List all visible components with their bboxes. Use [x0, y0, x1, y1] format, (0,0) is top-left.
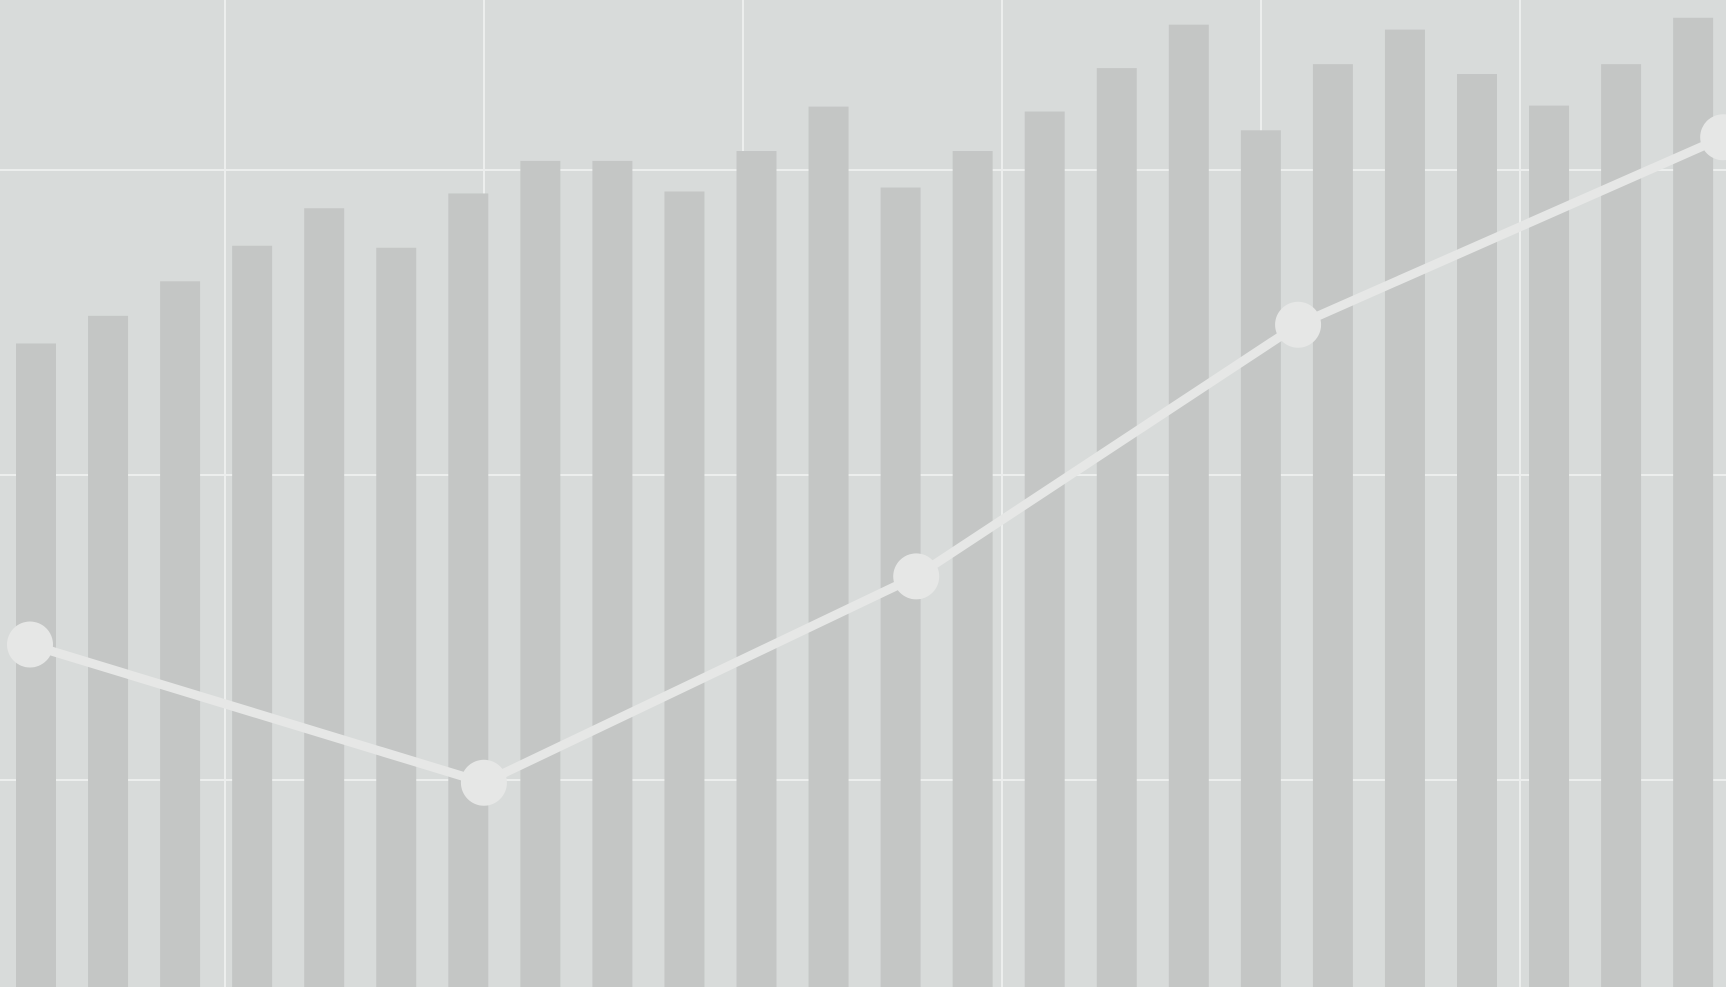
bar — [1240, 130, 1281, 987]
bar — [664, 191, 705, 987]
series-point — [460, 759, 507, 806]
bar — [592, 160, 633, 987]
bar — [1529, 105, 1570, 987]
line-series — [7, 114, 1726, 806]
bar — [736, 151, 777, 987]
bar — [1312, 64, 1353, 987]
series-point — [1275, 301, 1322, 348]
bar — [1673, 17, 1714, 987]
bar — [1024, 111, 1065, 987]
bar — [160, 281, 201, 987]
bar — [376, 247, 417, 987]
bar — [1096, 68, 1137, 987]
series-point — [1700, 114, 1726, 161]
series-point — [7, 621, 53, 668]
bar — [1384, 29, 1425, 987]
bar — [1457, 74, 1497, 987]
bar — [304, 208, 345, 987]
bar — [448, 193, 489, 987]
bar — [1601, 64, 1642, 987]
bar — [952, 151, 993, 987]
series-point — [893, 553, 940, 600]
bar — [232, 245, 273, 987]
bar — [520, 160, 561, 987]
bar — [88, 315, 129, 987]
bar — [808, 106, 849, 987]
bar — [1168, 24, 1209, 987]
